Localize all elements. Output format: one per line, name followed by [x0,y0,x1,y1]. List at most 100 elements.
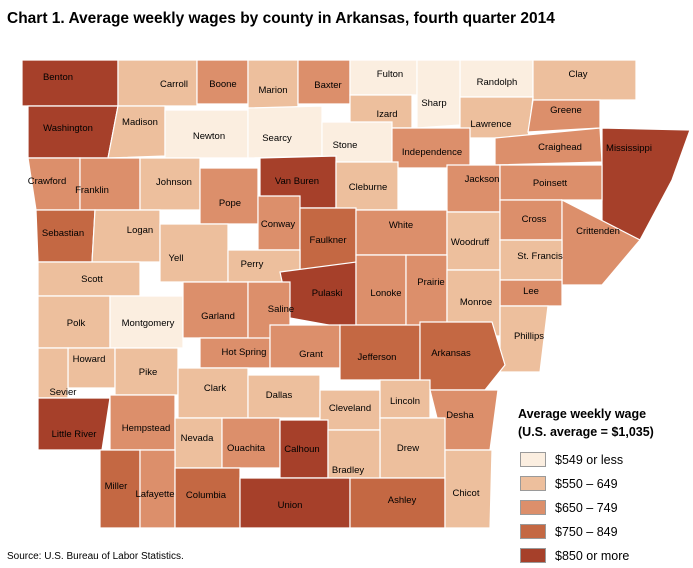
legend-swatch [520,500,546,515]
county-pope [199,167,259,225]
county-label: Yell [169,253,184,264]
county-label: Johnson [156,177,192,188]
county-label: Hempstead [122,423,171,434]
county-label: Cleveland [329,403,371,414]
county-label: Newton [193,131,225,142]
county-label: Cross [522,214,547,225]
county-label: Franklin [75,185,109,196]
county-label: Lafayette [135,489,174,500]
county-label: Independence [402,147,462,158]
county-label: Faulkner [310,235,347,246]
county-label: Izard [376,109,397,120]
legend-title-line2: (U.S. average = $1,035) [518,425,654,439]
county-label: Jefferson [358,352,397,363]
county-label: Conway [261,219,296,230]
county-label: Clark [204,383,226,394]
legend-item: $650 – 749 [520,500,618,515]
legend-label: $549 or less [555,452,624,467]
county-label: Woodruff [451,237,490,248]
county-franklin [79,157,141,211]
county-label: Crawford [28,176,67,187]
county-label: Ashley [388,495,417,506]
county-marion [247,59,299,109]
county-label: Baxter [314,80,341,91]
county-label: Union [278,500,303,511]
legend-item: $850 or more [520,548,629,563]
county-label: Cleburne [349,182,388,193]
county-grant [269,324,341,369]
chart-title: Chart 1. Average weekly wages by county … [7,10,555,27]
county-label: St. Francis [517,251,563,262]
legend-label: $750 – 849 [555,524,618,539]
legend-swatch [520,452,546,467]
legend-swatch [520,476,546,491]
county-label: Dallas [266,390,293,401]
county-white [355,209,448,256]
county-mississippi [601,127,691,241]
county-lawrence [459,96,534,139]
legend-item: $550 – 649 [520,476,618,491]
county-label: Perry [241,259,264,270]
county-label: Bradley [332,465,364,476]
county-sharp [416,59,461,129]
county-label: Little River [52,429,97,440]
county-label: Greene [550,105,582,116]
county-carroll [117,59,198,107]
county-label: Fulton [377,69,403,80]
county-label: Montgomery [122,318,175,329]
county-label: Garland [201,311,235,322]
source-note: Source: U.S. Bureau of Labor Statistics. [7,551,184,562]
county-label: Sevier [50,387,77,398]
county-label: Arkansas [431,348,471,359]
legend-swatch [520,548,546,563]
county-label: Poinsett [533,178,568,189]
county-label: Lee [523,286,539,297]
county-label: Ouachita [227,443,266,454]
county-label: Desha [446,410,474,421]
county-chicot [444,449,493,529]
county-label: Lonoke [370,288,401,299]
county-label: Prairie [417,277,444,288]
county-label: Sharp [421,98,446,109]
county-label: Logan [127,225,153,236]
county-label: Saline [268,304,294,315]
county-label: Miller [105,481,128,492]
legend-swatch [520,524,546,539]
legend-item: $549 or less [520,452,623,467]
county-prairie [405,254,448,331]
county-label: Randolph [477,77,518,88]
county-label: Van Buren [275,176,319,187]
county-label: Scott [81,274,103,285]
county-label: Calhoun [284,444,319,455]
county-label: Pike [139,367,157,378]
county-label: Howard [73,354,106,365]
county-label: Phillips [514,331,544,342]
county-label: Drew [397,443,419,454]
county-label: Jackson [465,174,500,185]
county-little-river [37,397,111,451]
county-label: Clay [568,69,587,80]
county-label: Washington [43,123,93,134]
county-label: Lincoln [390,396,420,407]
county-label: Nevada [181,433,214,444]
county-garland [182,281,249,339]
legend-title: Average weekly wage (U.S. average = $1,0… [518,405,654,441]
legend-item: $750 – 849 [520,524,618,539]
county-label: Chicot [453,488,480,499]
county-label: Marion [258,85,287,96]
legend-label: $650 – 749 [555,500,618,515]
county-label: Pope [219,198,241,209]
county-logan [91,209,161,263]
legend-label: $550 – 649 [555,476,618,491]
legend-title-line1: Average weekly wage [518,407,647,421]
county-jackson [446,164,501,213]
county-poinsett [499,164,603,201]
county-label: Benton [43,72,73,83]
county-label: Lawrence [470,119,511,130]
county-label: Columbia [186,490,227,501]
county-label: Stone [333,140,358,151]
county-label: Searcy [262,133,292,144]
county-montgomery [109,295,184,349]
county-benton [21,59,119,107]
